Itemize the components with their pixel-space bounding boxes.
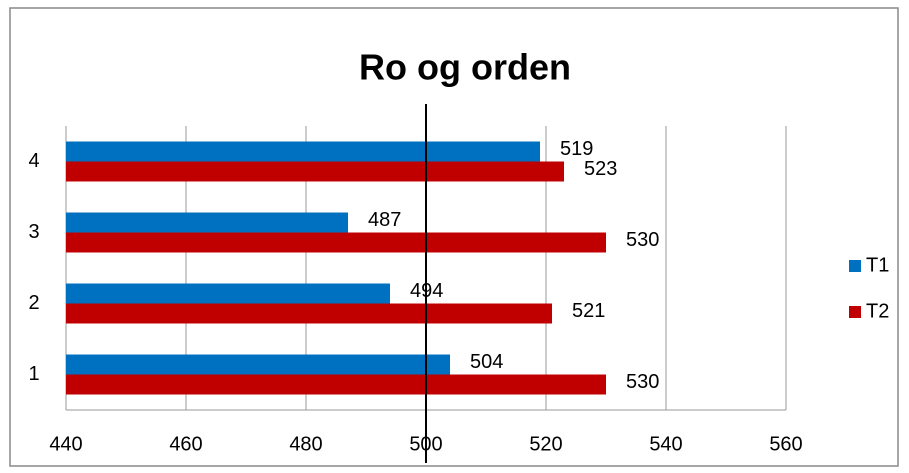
- y-tick-label: 4: [28, 150, 39, 172]
- chart-title: Ro og orden: [359, 47, 571, 88]
- data-label: 487: [368, 209, 401, 231]
- y-tick-label: 1: [28, 363, 39, 385]
- y-tick-label: 2: [28, 292, 39, 314]
- bar: [66, 354, 450, 375]
- x-tick-label: 560: [769, 433, 802, 455]
- y-tick-label: 3: [28, 221, 39, 243]
- bar: [66, 212, 348, 233]
- data-label: 519: [560, 138, 593, 160]
- x-tick-label: 460: [169, 433, 202, 455]
- x-tick-label: 540: [649, 433, 682, 455]
- data-label: 530: [626, 229, 659, 251]
- x-tick-label: 440: [49, 433, 82, 455]
- legend-label: T2: [866, 300, 889, 322]
- data-label: 530: [626, 371, 659, 393]
- data-label: 523: [584, 158, 617, 180]
- bar: [66, 303, 552, 324]
- x-tick-label: 520: [529, 433, 562, 455]
- data-label: 504: [470, 351, 503, 373]
- bar: [66, 161, 564, 182]
- legend-label: T1: [866, 254, 889, 276]
- legend-swatch: [849, 260, 861, 272]
- bar: [66, 232, 606, 253]
- bar: [66, 374, 606, 395]
- data-label: 521: [572, 300, 605, 322]
- legend-swatch: [849, 306, 861, 318]
- bar: [66, 283, 390, 304]
- x-tick-label: 480: [289, 433, 322, 455]
- bar: [66, 141, 540, 162]
